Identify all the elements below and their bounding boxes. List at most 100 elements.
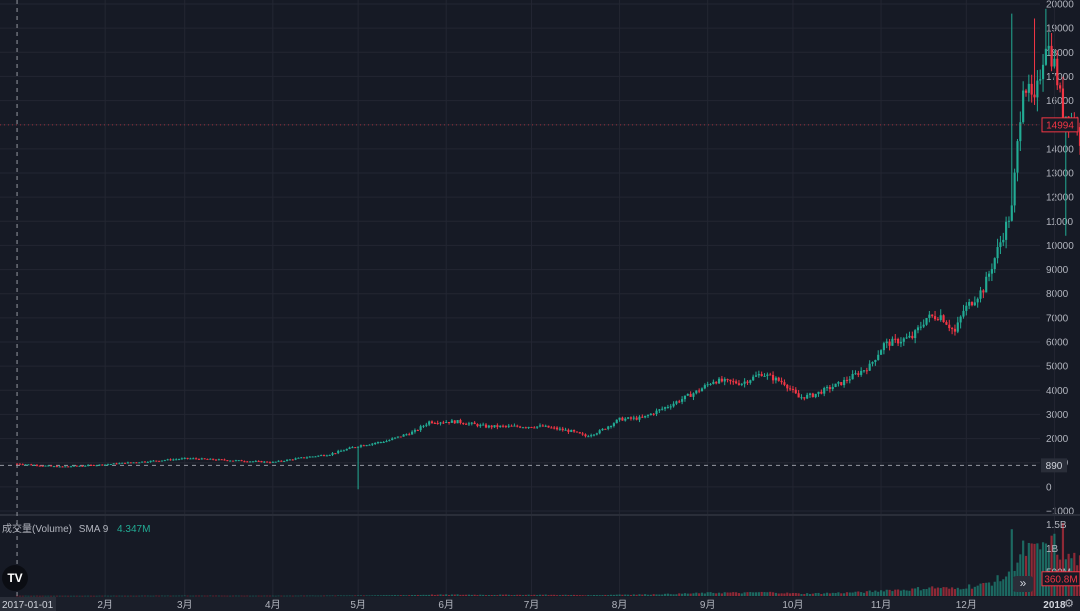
candle-body — [229, 460, 232, 462]
settings-gear-icon[interactable]: ⚙ — [1064, 598, 1074, 610]
candle-body — [192, 458, 195, 460]
volume-bar — [132, 595, 135, 597]
candle-body — [607, 426, 610, 429]
volume-bar — [908, 590, 911, 596]
candle-body — [456, 420, 459, 424]
volume-bar — [1022, 540, 1025, 596]
candle-body — [92, 464, 95, 466]
candle-body — [416, 430, 419, 432]
candle-body — [828, 387, 831, 390]
candle-body — [379, 442, 382, 444]
volume-bar — [641, 594, 644, 596]
price-tick-label: 9000 — [1046, 265, 1069, 276]
candle-body — [592, 434, 596, 436]
volume-bar — [902, 589, 905, 596]
candle-body — [58, 466, 61, 468]
candle-body — [524, 427, 527, 429]
candle-body — [658, 409, 661, 411]
candle-body — [81, 465, 84, 467]
candle-body — [274, 461, 277, 463]
candle-body — [55, 466, 58, 468]
volume-bar — [175, 595, 178, 597]
candle-body — [851, 373, 854, 380]
volume-bar — [1019, 554, 1022, 596]
volume-bar — [715, 593, 718, 596]
candle-body — [64, 466, 67, 468]
time-cursor-label-box — [0, 597, 56, 611]
volume-bar — [843, 593, 846, 596]
candle-body — [544, 425, 547, 427]
candle-body — [237, 460, 240, 462]
volume-bar — [357, 595, 360, 597]
candle-body — [629, 417, 633, 419]
scroll-to-realtime-button[interactable]: » — [1013, 576, 1033, 592]
volume-bar — [754, 592, 758, 596]
candle-body — [985, 276, 988, 293]
volume-bar — [695, 592, 698, 596]
candle-body — [371, 443, 374, 445]
volume-bar — [334, 595, 337, 597]
candle-body — [618, 417, 621, 420]
volume-bar — [669, 594, 672, 596]
volume-bar — [311, 595, 314, 597]
volume-bar — [874, 590, 877, 596]
candle-body — [905, 337, 908, 339]
volume-bar — [305, 595, 309, 597]
volume-bar — [700, 592, 704, 596]
time-tick-label: 11月 — [871, 599, 891, 611]
candle-body — [499, 425, 502, 428]
volume-bar — [186, 595, 189, 597]
candle-body — [800, 397, 803, 399]
price-tick-label: 5000 — [1046, 362, 1069, 373]
price-tick-label: 19000 — [1046, 24, 1074, 35]
volume-bar — [666, 593, 669, 596]
volume-bar — [72, 595, 75, 597]
candle-body — [50, 465, 53, 467]
candle-body — [195, 458, 198, 460]
volume-bar — [831, 592, 834, 596]
candle-body — [47, 465, 50, 467]
volume-bar — [328, 595, 331, 597]
volume-bar — [820, 593, 823, 596]
volume-bar — [757, 592, 760, 596]
candle-body — [638, 416, 641, 420]
candle-body — [158, 460, 161, 462]
volume-bar — [115, 595, 118, 597]
volume-bar — [570, 594, 573, 596]
volume-bar — [351, 595, 354, 597]
candle-body — [399, 436, 402, 438]
candle-body — [752, 376, 755, 381]
candle-body — [590, 435, 593, 437]
candle-body — [871, 362, 874, 364]
candle-body — [33, 464, 36, 466]
candle-body — [666, 406, 669, 408]
candle-body — [550, 427, 553, 429]
volume-bar — [456, 594, 459, 596]
volume-bar — [649, 594, 652, 596]
volume-bar — [612, 594, 615, 596]
candle-body — [507, 425, 510, 427]
tradingview-logo[interactable]: TV — [2, 565, 28, 591]
volume-bar — [226, 595, 229, 597]
volume-bar — [987, 582, 991, 596]
candle-body — [712, 381, 715, 384]
volume-bar — [422, 594, 425, 596]
volume-bar — [177, 595, 181, 597]
volume-bar — [911, 588, 914, 596]
candle-body — [496, 425, 499, 428]
candle-body — [652, 413, 655, 415]
candle-body — [328, 454, 331, 456]
candle-body — [30, 464, 33, 466]
candle-body — [763, 375, 766, 377]
candle-body — [681, 399, 684, 402]
candle-body — [24, 464, 27, 466]
price-tick-label: 3000 — [1046, 410, 1069, 421]
candle-body — [1024, 90, 1028, 93]
volume-sma-label: SMA 9 — [78, 524, 109, 535]
candle-body — [726, 379, 729, 381]
volume-bar — [490, 594, 493, 596]
volume-bar — [686, 593, 689, 596]
volume-bar — [294, 595, 297, 597]
candle-body — [951, 328, 954, 330]
